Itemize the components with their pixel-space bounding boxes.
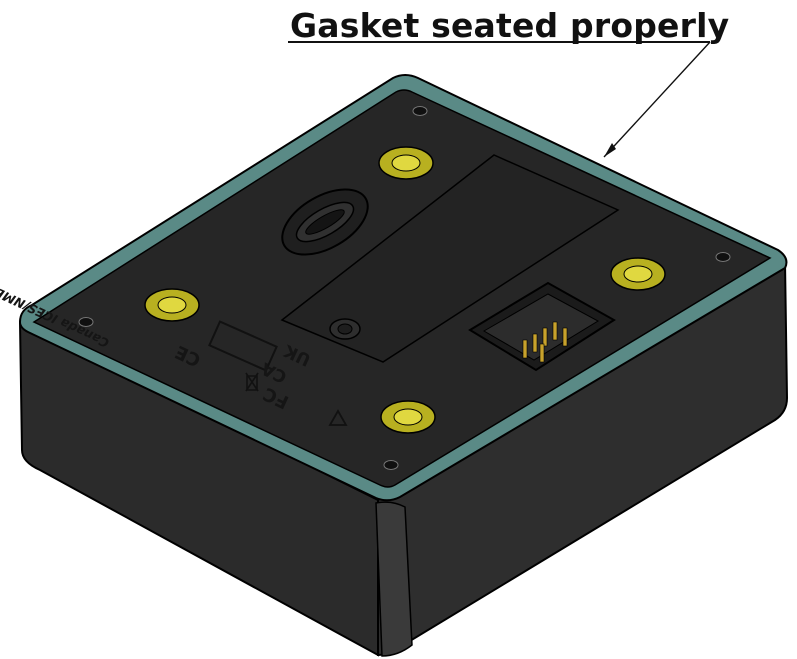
corner-hole-bottom xyxy=(383,460,399,470)
brass-insert-left xyxy=(144,288,200,322)
usb-c-port xyxy=(281,188,369,256)
corner-hole-right xyxy=(715,252,731,262)
callout-label: Gasket seated properly xyxy=(290,6,730,45)
marking-blank-box xyxy=(208,320,278,372)
callout-leader xyxy=(288,41,711,158)
center-screw xyxy=(329,318,361,340)
label-recess xyxy=(280,154,620,363)
enclosure-left-wall xyxy=(18,320,379,657)
brass-insert-bottom xyxy=(380,400,436,434)
corner-hole-top xyxy=(412,106,428,116)
brass-insert-right xyxy=(610,257,666,291)
triangle-warning-icon xyxy=(328,409,348,426)
weee-bin-icon xyxy=(245,372,259,392)
enclosure-front-corner xyxy=(375,501,413,657)
corner-hole-left xyxy=(78,317,94,327)
brass-insert-top xyxy=(378,146,434,180)
pin-header-port xyxy=(468,281,616,372)
